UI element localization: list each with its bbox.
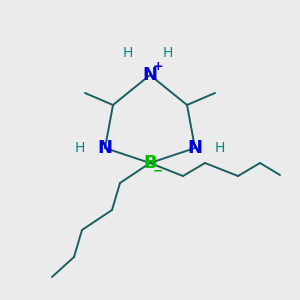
- Text: H: H: [215, 141, 225, 155]
- Text: H: H: [123, 46, 133, 60]
- Text: −: −: [153, 164, 163, 178]
- Text: N: N: [142, 66, 158, 84]
- Text: H: H: [163, 46, 173, 60]
- Text: +: +: [153, 61, 163, 74]
- Text: N: N: [98, 139, 112, 157]
- Text: B: B: [143, 154, 157, 172]
- Text: N: N: [188, 139, 202, 157]
- Text: H: H: [75, 141, 85, 155]
